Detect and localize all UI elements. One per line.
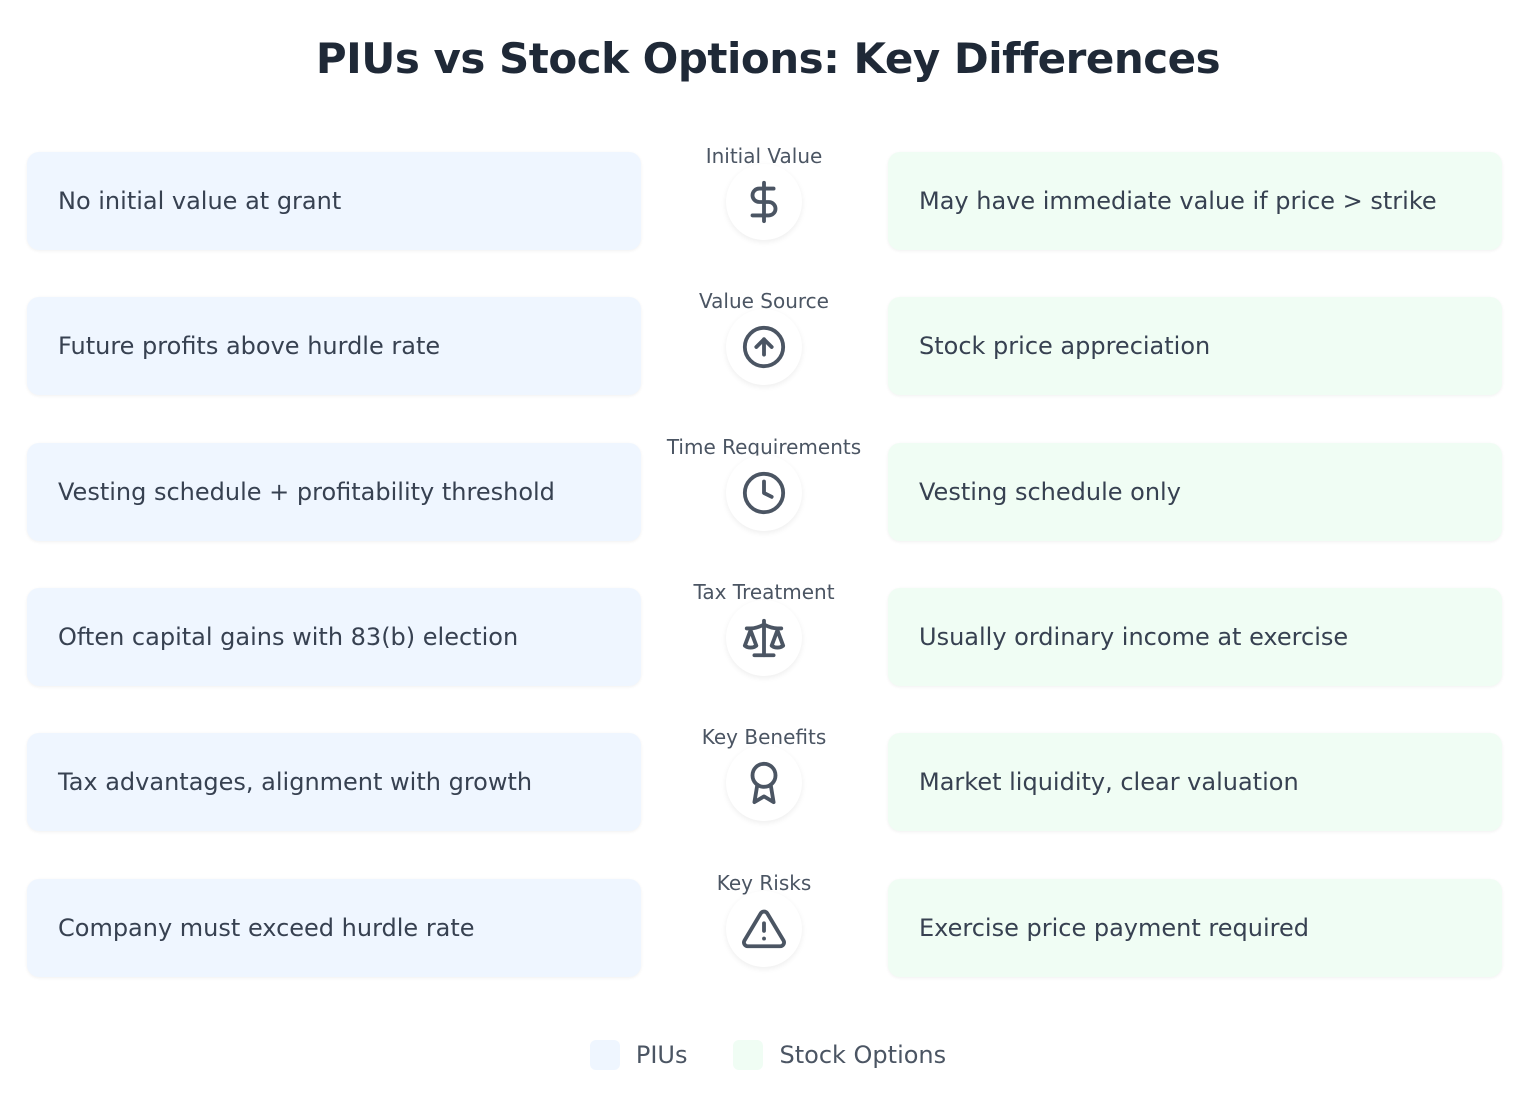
- dollar-icon: [750, 180, 778, 224]
- icon-badge: [726, 745, 802, 822]
- comparison-row: Tax advantages, alignment with growth Key…: [0, 725, 1536, 833]
- legend-label: Stock Options: [779, 1041, 947, 1069]
- arrow-up-circle-icon: [742, 326, 786, 369]
- piu-card: Vesting schedule + profitability thresho…: [27, 442, 641, 541]
- comparison-row: Future profits above hurdle rate Value So…: [0, 289, 1536, 397]
- icon-badge: [726, 164, 802, 240]
- scale-icon: [742, 618, 786, 658]
- stock-option-card: Market liquidity, clear valuation: [888, 733, 1502, 832]
- icon-badge: [726, 454, 802, 531]
- legend-swatch-pius: [589, 1040, 620, 1070]
- icon-badge: [726, 599, 802, 676]
- icon-badge: [726, 309, 802, 386]
- piu-card: No initial value at grant: [27, 152, 641, 250]
- icon-badge: [726, 890, 802, 967]
- legend-item-stock-options: Stock Options: [733, 1040, 946, 1070]
- stock-option-card: Stock price appreciation: [888, 297, 1502, 396]
- legend-label: PIUs: [635, 1041, 688, 1069]
- page-title: PIUs vs Stock Options: Key Differences: [315, 34, 1221, 83]
- award-icon: [750, 762, 778, 805]
- comparison-row: Company must exceed hurdle rate Key Risks…: [0, 871, 1536, 979]
- stock-option-card: Exercise price payment required: [888, 878, 1502, 977]
- piu-card: Often capital gains with 83(b) election: [27, 587, 641, 686]
- comparison-row: Vesting schedule + profitability thresho…: [0, 435, 1536, 543]
- legend: PIUs Stock Options: [0, 1040, 1536, 1070]
- stock-option-card: Vesting schedule only: [888, 442, 1502, 541]
- piu-card: Tax advantages, alignment with growth: [27, 733, 641, 832]
- stock-option-card: May have immediate value if price > stri…: [888, 152, 1502, 250]
- piu-card: Company must exceed hurdle rate: [27, 878, 641, 977]
- alert-triangle-icon: [742, 909, 786, 948]
- comparison-row: Often capital gains with 83(b) election T…: [0, 580, 1536, 688]
- comparison-row: No initial value at grant Initial Value Ma…: [0, 144, 1536, 252]
- stock-option-card: Usually ordinary income at exercise: [888, 587, 1502, 686]
- clock-icon: [742, 471, 786, 514]
- legend-item-pius: PIUs: [589, 1040, 688, 1070]
- piu-card: Future profits above hurdle rate: [27, 297, 641, 396]
- legend-swatch-stock-options: [733, 1040, 764, 1070]
